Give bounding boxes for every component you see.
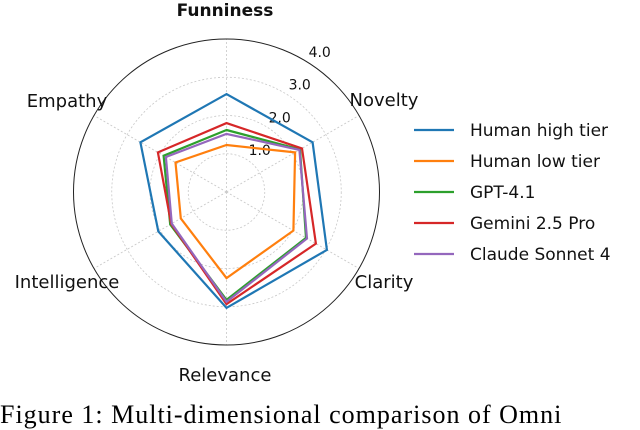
- grid-spoke: [93, 115, 227, 193]
- axis-label: Empathy: [27, 91, 108, 112]
- series-line: [164, 132, 309, 304]
- r-tick-label: 2.0: [269, 110, 291, 126]
- r-tick-label: 1.0: [249, 143, 271, 159]
- series-line: [174, 143, 297, 280]
- r-tick-label: 3.0: [289, 78, 311, 94]
- chart-title: Funniness: [177, 1, 274, 21]
- axis-label: Clarity: [355, 272, 414, 293]
- radar-chart: 1.0 2.0 3.0 4.0 Funniness Novelty Clarity Relev…: [15, 1, 611, 386]
- legend-label: Human high tier: [470, 121, 608, 141]
- legend-label: Claude Sonnet 4: [470, 245, 611, 265]
- r-tick-label: 4.0: [309, 45, 331, 61]
- axis-label: Novelty: [350, 90, 419, 111]
- outer-circle: [73, 38, 380, 346]
- legend-label: Human low tier: [470, 152, 600, 172]
- grid-spoke: [226, 115, 360, 193]
- axis-label: Intelligence: [15, 272, 120, 293]
- legend-label: Gemini 2.5 Pro: [470, 214, 595, 234]
- series-line: [156, 121, 318, 306]
- grid-spoke: [93, 191, 227, 269]
- legend-label: GPT-4.1: [470, 183, 535, 203]
- series-line: [139, 92, 329, 310]
- grid-ring: [187, 153, 266, 231]
- figure-caption: Figure 1: Multi-dimensional comparison o…: [0, 400, 563, 429]
- axis-label: Relevance: [179, 365, 272, 386]
